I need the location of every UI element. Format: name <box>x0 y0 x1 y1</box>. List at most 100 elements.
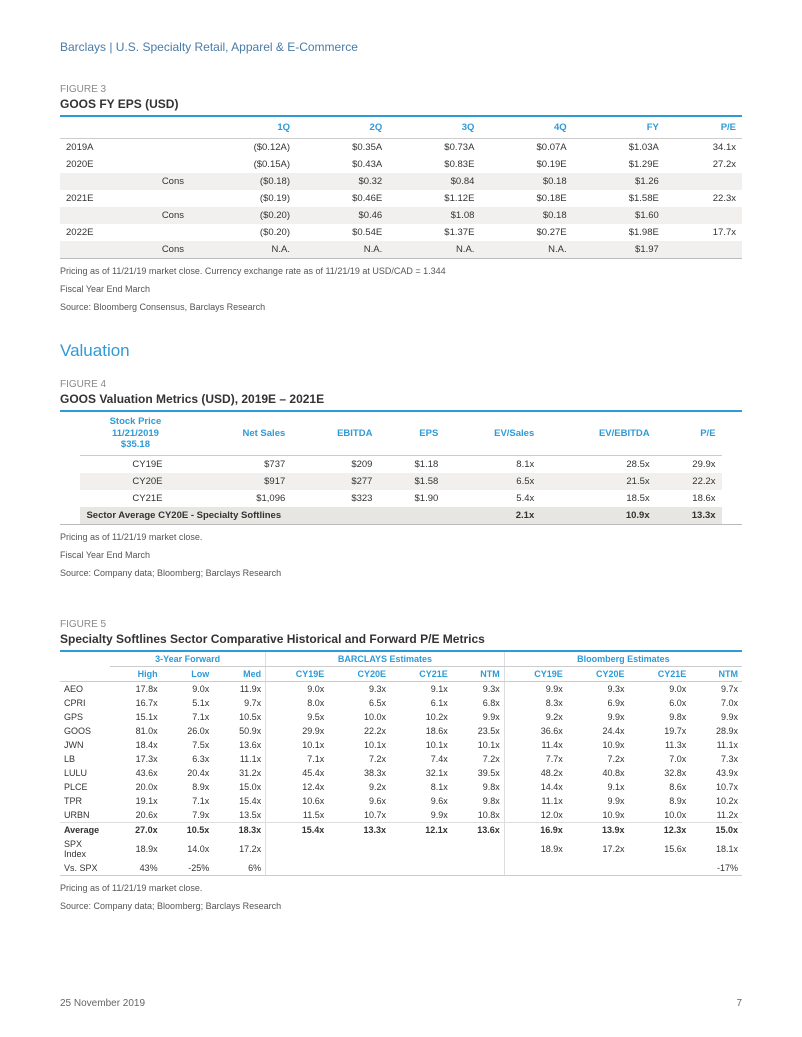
blank <box>60 652 110 667</box>
td <box>452 837 504 861</box>
td: 40.8x <box>567 766 629 780</box>
td: 8.0x <box>266 696 329 710</box>
td: 24.4x <box>567 724 629 738</box>
td: $0.18E <box>480 190 572 207</box>
group-barclays: BARCLAYS Estimates <box>266 652 505 667</box>
td: N.A. <box>388 241 480 258</box>
table-row: PLCE20.0x8.9x15.0x12.4x9.2x8.1x9.8x14.4x… <box>60 780 742 794</box>
th: NTM <box>452 667 504 682</box>
spx-row: SPX Index18.9x14.0x17.2x18.9x17.2x15.6x1… <box>60 837 742 861</box>
ticker: LULU <box>60 766 110 780</box>
td: 6.5x <box>328 696 390 710</box>
td <box>665 241 742 258</box>
vs-spx-row: Vs. SPX43%-25%6%-17% <box>60 861 742 876</box>
td: 17.2x <box>213 837 265 861</box>
td: $0.43A <box>296 156 388 173</box>
td: 27.0x <box>110 823 162 838</box>
td: 9.6x <box>328 794 390 808</box>
td: 10.6x <box>266 794 329 808</box>
figure5-note1: Pricing as of 11/21/19 market close. <box>60 882 742 894</box>
td: 9.9x <box>567 794 629 808</box>
td: $1.98E <box>573 224 665 241</box>
td: N.A. <box>296 241 388 258</box>
page-header: Barclays | U.S. Specialty Retail, Appare… <box>60 40 742 54</box>
th: P/E <box>665 117 742 139</box>
td <box>328 837 390 861</box>
td: $737 <box>190 455 291 473</box>
td: 6.1x <box>390 696 452 710</box>
td: 13.6x <box>452 823 504 838</box>
table-row: JWN18.4x7.5x13.6x10.1x10.1x10.1x10.1x11.… <box>60 738 742 752</box>
figure4-note1: Pricing as of 11/21/19 market close. <box>60 531 742 543</box>
td: 10.5x <box>213 710 265 724</box>
td: 9.9x <box>452 710 504 724</box>
td: 15.0x <box>690 823 742 838</box>
th: EPS <box>378 412 444 455</box>
td: 50.9x <box>213 724 265 738</box>
td: 10.7x <box>328 808 390 823</box>
td <box>665 207 742 224</box>
td: 9.7x <box>213 696 265 710</box>
ticker: LB <box>60 752 110 766</box>
td: 7.7x <box>504 752 567 766</box>
td: 36.6x <box>504 724 567 738</box>
td: $1.97 <box>573 241 665 258</box>
td: $1.58 <box>378 473 444 490</box>
td: 6.9x <box>567 696 629 710</box>
td: 15.0x <box>213 780 265 794</box>
td: 9.3x <box>452 682 504 697</box>
td: $323 <box>291 490 378 507</box>
td: 18.5x <box>540 490 655 507</box>
td: 26.0x <box>162 724 214 738</box>
td: 11.1x <box>213 752 265 766</box>
table-row: 2021E($0.19)$0.46E$1.12E$0.18E$1.58E22.3… <box>60 190 742 207</box>
table-row: CY20E$917$277$1.586.5x21.5x22.2x <box>80 473 721 490</box>
td: 7.0x <box>690 696 742 710</box>
td: 29.9x <box>656 455 722 473</box>
td: 18.1x <box>690 837 742 861</box>
figure4-table: Stock Price 11/21/2019 $35.18 Net Sales … <box>80 412 721 523</box>
td: 34.1x <box>665 139 742 157</box>
ticker: PLCE <box>60 780 110 794</box>
footer-date: 25 November 2019 <box>60 998 145 1009</box>
sector-label: Sector Average CY20E - Specialty Softlin… <box>80 507 444 524</box>
th: 1Q <box>190 117 296 139</box>
td: 10.8x <box>452 808 504 823</box>
td: 9.9x <box>390 808 452 823</box>
td: 18.6x <box>390 724 452 738</box>
td: 22.3x <box>665 190 742 207</box>
ticker: URBN <box>60 808 110 823</box>
td: 28.5x <box>540 455 655 473</box>
td: 28.9x <box>690 724 742 738</box>
td: $0.83E <box>388 156 480 173</box>
td: 12.4x <box>266 780 329 794</box>
table-row: LB17.3x6.3x11.1x7.1x7.2x7.4x7.2x7.7x7.2x… <box>60 752 742 766</box>
table-row: 2019A($0.12A)$0.35A$0.73A$0.07A$1.03A34.… <box>60 139 742 157</box>
td: 5.1x <box>162 696 214 710</box>
td: $0.19E <box>480 156 572 173</box>
td: $1.37E <box>388 224 480 241</box>
td: 13.3x <box>328 823 390 838</box>
th: 3Q <box>388 117 480 139</box>
td <box>665 173 742 190</box>
figure5-title: Specialty Softlines Sector Comparative H… <box>60 632 742 646</box>
td: 9.7x <box>690 682 742 697</box>
td <box>60 207 130 224</box>
td <box>629 861 691 876</box>
figure4-note3: Source: Company data; Bloomberg; Barclay… <box>60 567 742 579</box>
ticker: GPS <box>60 710 110 724</box>
td: 11.1x <box>690 738 742 752</box>
td: 15.1x <box>110 710 162 724</box>
stock-price-header: Stock Price 11/21/2019 $35.18 <box>80 412 190 455</box>
td: $1.90 <box>378 490 444 507</box>
td: 11.4x <box>504 738 567 752</box>
td: $209 <box>291 455 378 473</box>
td: 8.1x <box>444 455 540 473</box>
td: 10.7x <box>690 780 742 794</box>
td: 9.1x <box>567 780 629 794</box>
td: ($0.19) <box>190 190 296 207</box>
td: 7.9x <box>162 808 214 823</box>
td: $1.60 <box>573 207 665 224</box>
td: 29.9x <box>266 724 329 738</box>
td: 18.3x <box>213 823 265 838</box>
